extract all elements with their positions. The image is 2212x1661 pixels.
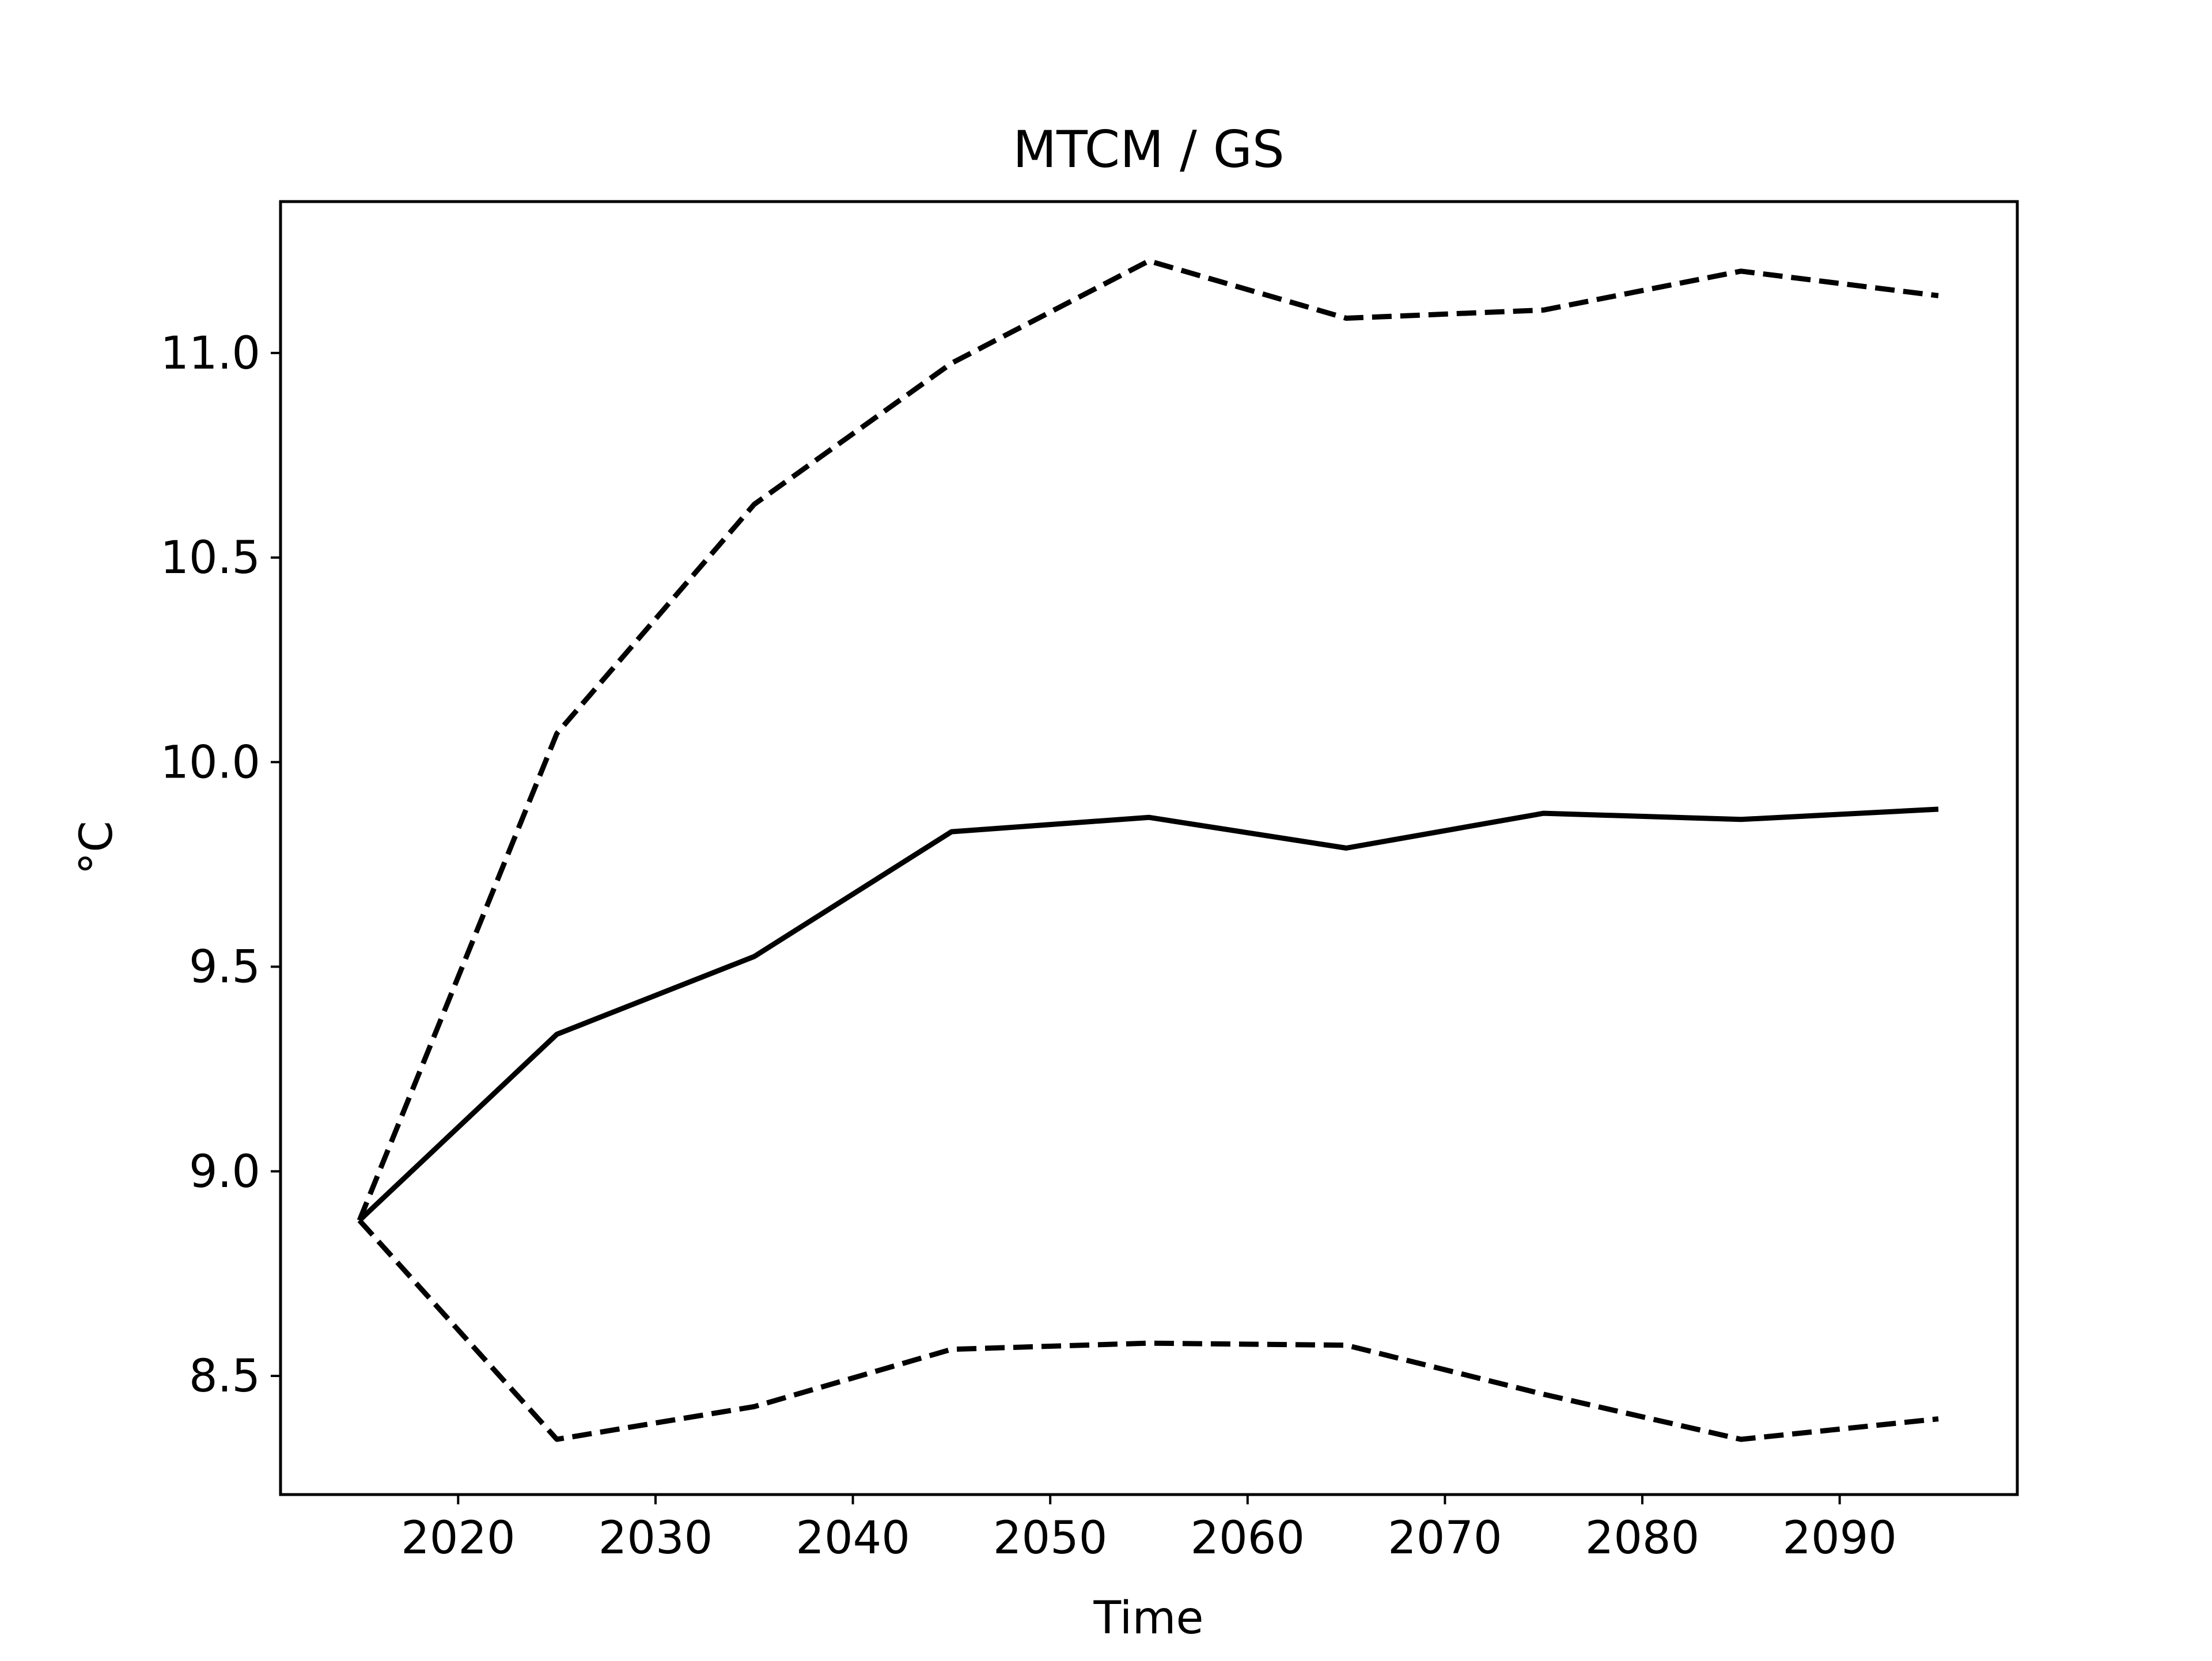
x-tick-label: 2050 bbox=[993, 1512, 1108, 1564]
x-axis-ticks: 2020 2030 2040 2050 2060 2070 2080 2090 bbox=[401, 1495, 1897, 1564]
x-tick-label: 2080 bbox=[1585, 1512, 1700, 1564]
y-tick-label: 11.0 bbox=[160, 328, 260, 380]
x-tick-label: 2020 bbox=[401, 1512, 516, 1564]
series-line-2 bbox=[357, 258, 1939, 1222]
x-tick-label: 2030 bbox=[599, 1512, 713, 1564]
x-tick-label: 2060 bbox=[1191, 1512, 1305, 1564]
y-tick-label: 9.0 bbox=[189, 1146, 260, 1198]
x-tick-label: 2070 bbox=[1388, 1512, 1502, 1564]
y-axis-ticks: 8.5 9.0 9.5 10.0 10.5 11.0 bbox=[160, 328, 281, 1402]
x-tick-label: 2090 bbox=[1782, 1512, 1897, 1564]
chart-title: MTCM / GS bbox=[1013, 120, 1285, 179]
y-tick-label: 10.0 bbox=[160, 737, 260, 788]
plot-area-frame bbox=[279, 200, 2019, 1496]
y-axis-label: °C bbox=[71, 821, 123, 874]
y-tick-label: 10.5 bbox=[160, 532, 260, 584]
y-tick-label: 9.5 bbox=[189, 942, 260, 993]
y-tick-label: 8.5 bbox=[189, 1351, 260, 1402]
series-layer bbox=[357, 258, 1939, 1442]
series-line-1 bbox=[357, 806, 1939, 1223]
x-axis-label: Time bbox=[1093, 1592, 1204, 1644]
x-tick-label: 2040 bbox=[796, 1512, 910, 1564]
